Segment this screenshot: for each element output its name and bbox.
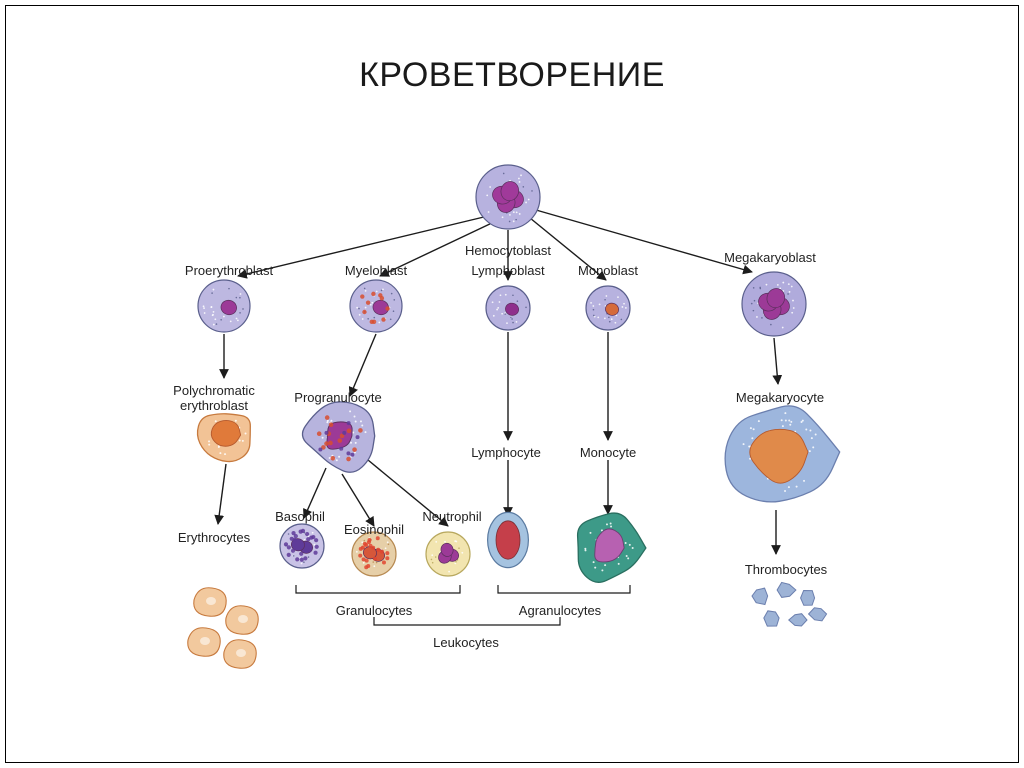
label-lymphoblast: Lymphoblast — [471, 263, 544, 278]
label-hemocytoblast: Hemocytoblast — [465, 243, 551, 258]
cells-layer — [0, 0, 1024, 768]
label-megakaryocyte: Megakaryocyte — [736, 390, 824, 405]
label-polychromatic2: erythroblast — [180, 398, 248, 413]
label-lymphocyte: Lymphocyte — [471, 445, 541, 460]
arrows-layer — [0, 0, 1024, 768]
group-label-granulocytes: Granulocytes — [336, 603, 413, 618]
label-polychromatic1: Polychromatic — [173, 383, 255, 398]
diagram-stage: Hemocytoblast Proerythroblast Myeloblast Ly… — [0, 0, 1024, 768]
label-monocyte: Monocyte — [580, 445, 636, 460]
label-proerythroblast: Proerythroblast — [185, 263, 273, 278]
label-erythrocytes: Erythrocytes — [178, 530, 250, 545]
label-megakaryoblast: Megakaryoblast — [724, 250, 816, 265]
label-myeloblast: Myeloblast — [345, 263, 407, 278]
label-thrombocytes: Thrombocytes — [745, 562, 827, 577]
label-basophil: Basophil — [275, 509, 325, 524]
label-eosinophil: Eosinophil — [344, 522, 404, 537]
label-progranulocyte: Progranulocyte — [294, 390, 381, 405]
label-monoblast: Monoblast — [578, 263, 638, 278]
group-label-leukocytes: Leukocytes — [433, 635, 499, 650]
label-neutrophil: Neutrophil — [422, 509, 481, 524]
group-label-agranulocytes: Agranulocytes — [519, 603, 601, 618]
